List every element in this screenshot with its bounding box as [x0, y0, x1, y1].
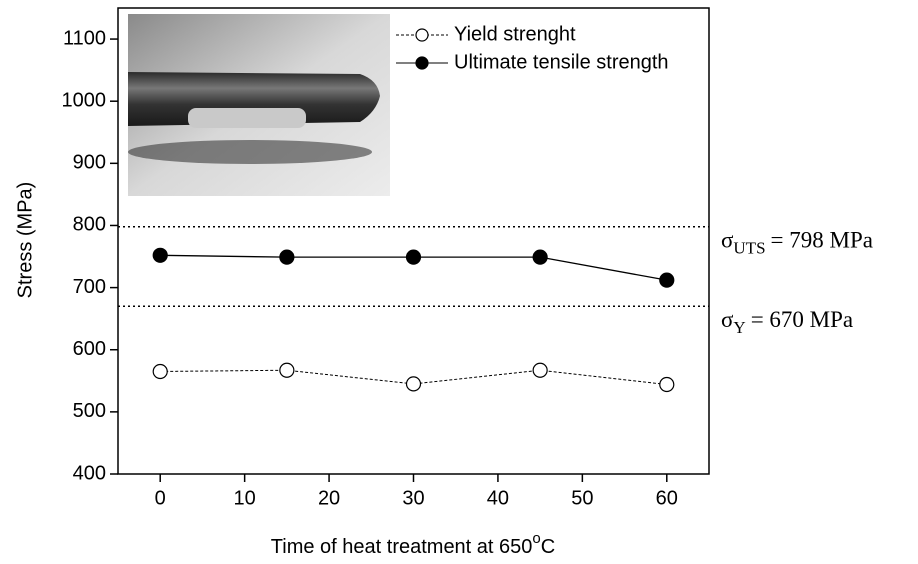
reference-symbol: σ: [721, 228, 734, 253]
reference-label: σY = 670 MPa: [721, 308, 853, 338]
x-tick-label: 60: [656, 487, 678, 509]
data-point: [280, 250, 294, 264]
reference-text: = 798 MPa: [771, 228, 873, 253]
legend-marker: [416, 29, 428, 41]
y-tick-label: 500: [73, 400, 106, 422]
data-point: [660, 273, 674, 287]
y-tick-label: 400: [73, 462, 106, 484]
reference-label: σUTS = 798 MPa: [721, 228, 873, 258]
data-point: [533, 363, 547, 377]
data-point: [407, 377, 421, 391]
x-label-main: Time of heat treatment at 650: [271, 536, 533, 558]
y-tick-label: 1000: [62, 89, 107, 111]
data-point: [407, 250, 421, 264]
x-axis-label: Time of heat treatment at 650oC: [271, 530, 555, 558]
chart: Time of heat treatment at 650oC Stress (…: [0, 0, 918, 564]
y-tick-label: 600: [73, 338, 106, 360]
y-tick-label: 1100: [63, 27, 106, 49]
legend-marker: [416, 57, 428, 69]
x-tick-label: 10: [234, 487, 256, 509]
x-tick-label: 0: [155, 487, 166, 509]
data-point: [533, 250, 547, 264]
data-point: [280, 363, 294, 377]
x-label-unit: C: [541, 536, 555, 558]
y-tick-label: 900: [73, 152, 106, 174]
data-point: [660, 378, 674, 392]
reference-sub: UTS: [733, 239, 765, 258]
inset-photo: [128, 14, 390, 196]
legend-label: Ultimate tensile strength: [454, 51, 669, 73]
reference-symbol: σ: [721, 308, 734, 333]
legend-label: Yield strenght: [454, 23, 576, 45]
y-tick-label: 700: [73, 276, 106, 298]
reference-sub: Y: [733, 318, 745, 337]
x-tick-label: 50: [571, 487, 593, 509]
data-point: [153, 248, 167, 262]
data-point: [153, 364, 167, 378]
y-axis-label: Stress (MPa): [14, 182, 36, 299]
x-tick-label: 20: [318, 487, 340, 509]
reference-text: = 670 MPa: [751, 308, 853, 333]
x-label-sup: o: [532, 530, 540, 547]
x-tick-label: 40: [487, 487, 509, 509]
x-tick-label: 30: [402, 487, 424, 509]
y-tick-label: 800: [73, 214, 106, 236]
